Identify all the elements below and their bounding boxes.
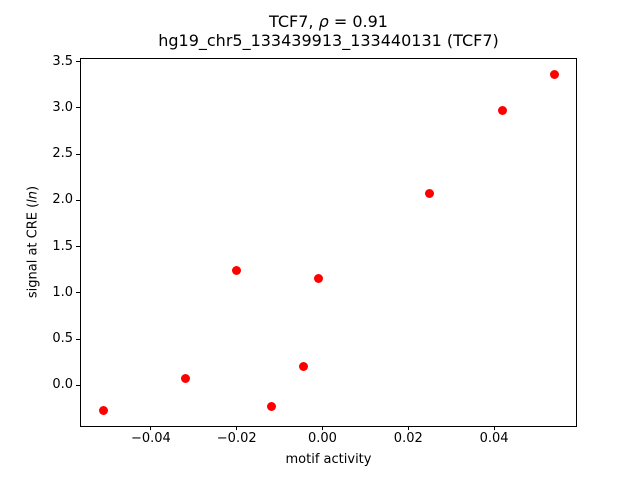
y-tick-mark [76, 153, 80, 155]
x-tick-mark [321, 426, 323, 430]
x-tick-label: −0.02 [216, 431, 257, 446]
chart-title: TCF7, ρ = 0.91 [80, 12, 577, 31]
y-axis-label: signal at CRE (ln) [26, 186, 41, 298]
y-tick-label: 2.0 [52, 192, 73, 208]
y-tick-mark [76, 384, 80, 386]
scatter-point [298, 362, 308, 372]
rho-symbol: ρ [318, 12, 329, 31]
chart-subtitle: hg19_chr5_133439913_133440131 (TCF7) [158, 31, 499, 50]
x-tick-mark [236, 426, 238, 430]
y-tick-mark [76, 199, 80, 201]
scatter-point [425, 189, 435, 199]
x-tick-label: 0.02 [393, 431, 423, 446]
scatter-point [180, 374, 190, 384]
x-tick-mark [493, 426, 495, 430]
y-tick-mark [76, 292, 80, 294]
y-axis-label-italic: ln [25, 190, 41, 203]
y-tick-label: 1.0 [52, 284, 73, 300]
scatter-point [232, 266, 242, 276]
y-axis-label-prefix: signal at CRE ( [25, 202, 41, 299]
scatter-point [266, 402, 276, 412]
x-tick-label: 0.04 [479, 431, 509, 446]
x-tick-label: −0.04 [130, 431, 171, 446]
x-tick-mark [407, 426, 409, 430]
y-tick-label: 2.5 [52, 146, 73, 162]
chart-title-suffix: = 0.91 [328, 12, 388, 31]
y-axis-label-suffix: ) [25, 185, 41, 191]
scatter-point [549, 70, 559, 80]
plot-area: −0.04 −0.02 0.00 0.02 0.04 0.0 0.5 1.0 1.5 2.0 2.5… [52, 54, 577, 446]
y-tick-mark [76, 61, 80, 63]
scatter-point [498, 106, 508, 116]
x-axis-label: motif activity [285, 452, 372, 467]
chart-title-prefix: TCF7, [269, 12, 319, 31]
x-tick-mark [150, 426, 152, 430]
y-tick-mark [76, 338, 80, 340]
y-tick-mark [76, 107, 80, 109]
y-tick-label: 0.5 [52, 331, 73, 347]
scatter-point [99, 405, 109, 415]
y-tick-label: 3.0 [52, 99, 73, 115]
y-tick-label: 0.0 [52, 377, 73, 393]
y-tick-label: 3.5 [52, 53, 73, 69]
scatter-point [313, 273, 323, 283]
y-tick-mark [76, 246, 80, 248]
y-tick-label: 1.5 [52, 238, 73, 254]
x-tick-label: 0.00 [308, 431, 337, 446]
